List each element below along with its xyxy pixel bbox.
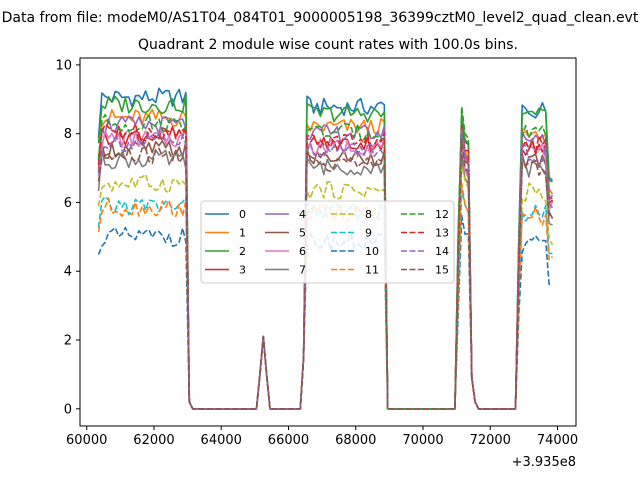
x-tick-label: 72000 [470, 433, 511, 448]
y-tick-label: 10 [55, 58, 72, 73]
legend-label: 1 [239, 227, 246, 240]
legend-label: 2 [239, 245, 246, 258]
x-offset-label: +3.935e8 [512, 455, 576, 470]
figure-suptitle: Data from file: modeM0/AS1T04_084T01_900… [2, 10, 639, 26]
chart-title: Quadrant 2 module wise count rates with … [138, 37, 518, 53]
y-tick-label: 4 [64, 265, 72, 280]
plot-frame [79, 57, 577, 427]
x-tick-label: 70000 [402, 433, 443, 448]
legend-label: 0 [239, 208, 246, 221]
y-axis: 0 2 4 6 8 10 [55, 58, 80, 417]
y-tick-label: 2 [64, 334, 72, 349]
series-15-line [97, 138, 553, 410]
x-tick-label: 64000 [201, 433, 242, 448]
x-tick-label: 62000 [133, 433, 174, 448]
legend-label: 5 [299, 227, 306, 240]
legend-label: 8 [365, 208, 372, 221]
x-tick-label: 74000 [537, 433, 578, 448]
legend-label: 13 [435, 227, 449, 240]
legend-label: 12 [435, 208, 449, 221]
legend-label: 7 [299, 264, 306, 277]
legend-label: 3 [239, 264, 246, 277]
x-tick-label: 66000 [268, 433, 309, 448]
x-axis: 60000 62000 64000 66000 68000 70000 72000 74000 [66, 426, 578, 448]
y-tick-label: 6 [64, 196, 72, 211]
y-tick-label: 8 [64, 127, 72, 142]
legend-label: 4 [299, 208, 306, 221]
legend-label: 10 [365, 245, 379, 258]
legend-label: 15 [435, 264, 449, 277]
legend-label: 11 [365, 264, 379, 277]
y-tick-label: 0 [64, 402, 72, 417]
legend-label: 14 [435, 245, 449, 258]
legend-box [200, 200, 455, 284]
legend-label: 6 [299, 245, 306, 258]
x-tick-label: 60000 [66, 433, 107, 448]
x-tick-label: 68000 [335, 433, 376, 448]
legend-label: 9 [365, 227, 372, 240]
